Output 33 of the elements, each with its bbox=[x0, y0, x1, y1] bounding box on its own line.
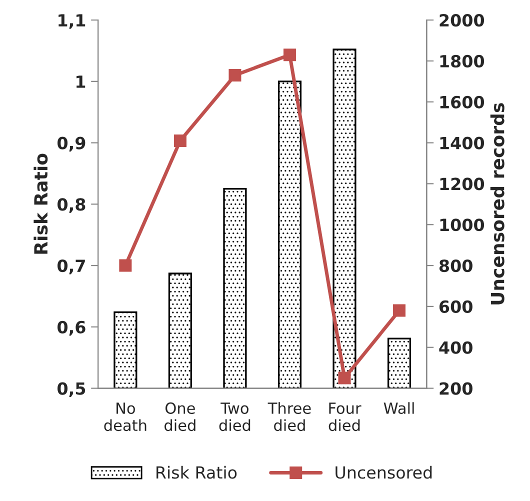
y-axis-title: Risk Ratio bbox=[34, 154, 48, 254]
y-tick-label: 1 bbox=[76, 76, 86, 88]
y2-tick-label: 1800 bbox=[440, 54, 484, 68]
point bbox=[283, 48, 296, 62]
y-tick-label: 0,9 bbox=[58, 136, 86, 152]
x-tick-label: Two died bbox=[219, 402, 250, 432]
y-tick-label: 1,1 bbox=[58, 14, 86, 29]
y2-axis-title: Uncensored records bbox=[490, 103, 504, 304]
legend-label: Uncensored bbox=[336, 466, 432, 479]
y2-tick-label: 800 bbox=[439, 259, 472, 272]
y2-tick-label: 1400 bbox=[440, 136, 484, 150]
y2-tick-label: 1600 bbox=[440, 96, 484, 108]
point bbox=[338, 372, 351, 384]
x-tick-label: Four died bbox=[328, 402, 362, 432]
y-tick-label: 0,6 bbox=[58, 320, 86, 336]
y-tick-label: 0,7 bbox=[58, 259, 85, 274]
y2-tick-label: 1200 bbox=[440, 178, 484, 190]
point bbox=[228, 69, 242, 82]
y2-tick-label: 400 bbox=[439, 341, 472, 354]
y-tick-label: 0,8 bbox=[58, 198, 86, 213]
point bbox=[119, 259, 132, 272]
y2-tick-label: 600 bbox=[439, 300, 472, 314]
x-tick-label: No death bbox=[104, 402, 146, 432]
point bbox=[174, 134, 186, 147]
x-tick-label: One died bbox=[164, 402, 196, 432]
legend-label: Risk Ratio bbox=[156, 466, 237, 479]
y2-tick-label: 1000 bbox=[440, 218, 484, 232]
x-tick-label: Three died bbox=[268, 402, 311, 432]
y2-tick-label: 2000 bbox=[440, 14, 484, 27]
y2-tick-label: 200 bbox=[440, 382, 472, 395]
x-tick-label: Wall bbox=[384, 402, 414, 414]
y-tick-label: 0,5 bbox=[58, 382, 86, 397]
point bbox=[393, 304, 406, 317]
